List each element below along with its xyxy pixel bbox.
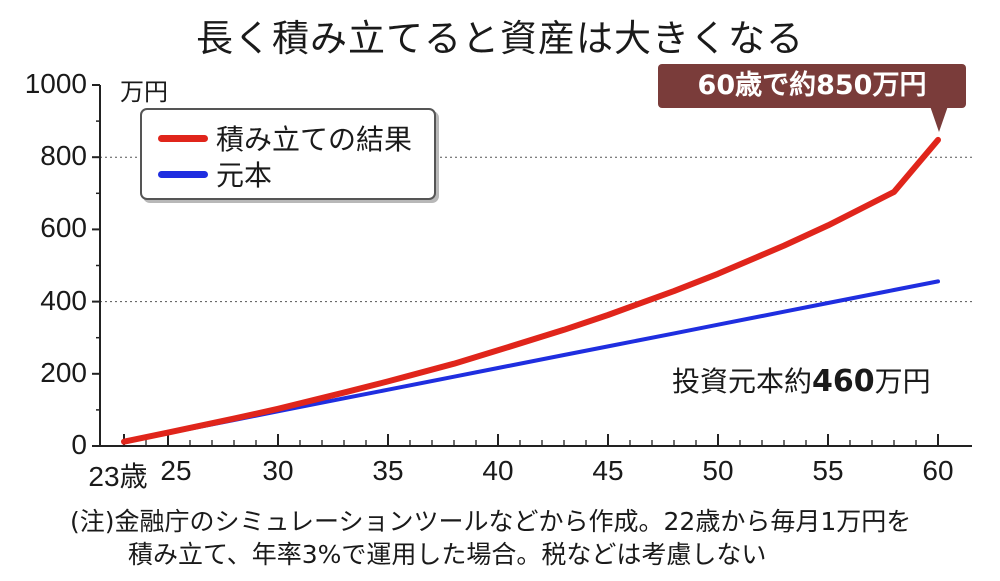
series-line-0	[121, 136, 941, 445]
legend-item-result: 積み立ての結果	[158, 118, 412, 158]
principal-suffix: 万円	[874, 365, 931, 398]
callout-final-value: 60歳で約850万円	[658, 64, 966, 108]
x-tick-label-0: 23歳	[88, 461, 148, 492]
y-tick-label-1000: 1000	[24, 68, 87, 99]
footnote-line-1: (注)金融庁のシミュレーションツールなどから作成。22歳から毎月1万円を	[70, 507, 912, 536]
principal-value: 460	[812, 364, 875, 399]
x-tick-label-2: 30	[262, 455, 294, 486]
series-lines	[121, 136, 941, 445]
footnote-line-2: 積み立て、年率3%で運用した場合。税などは考慮しない	[128, 540, 767, 569]
y-tick-label-400: 400	[40, 284, 87, 316]
y-tick-label-800: 800	[40, 140, 87, 172]
x-tick-label-8: 60	[922, 455, 954, 486]
x-tick-label-3: 35	[372, 455, 404, 486]
legend-label-result: 積み立ての結果	[216, 123, 413, 156]
legend-label-principal: 元本	[216, 159, 273, 192]
x-tick-label-6: 50	[702, 455, 734, 486]
x-tick-label-1: 25	[160, 455, 192, 486]
legend-item-principal: 元本	[158, 154, 272, 194]
y-tick-label-200: 200	[40, 356, 87, 388]
legend-swatch-result	[158, 134, 208, 142]
legend: 積み立ての結果 元本	[140, 108, 436, 200]
x-tick-label-4: 40	[482, 455, 514, 486]
y-tick-label-0: 0	[71, 429, 87, 460]
principal-prefix: 投資元本約	[672, 365, 813, 398]
y-tick-label-600: 600	[40, 212, 87, 244]
footnote: (注)金融庁のシミュレーションツールなどから作成。22歳から毎月1万円を 積み立…	[70, 505, 911, 571]
x-tick-label-5: 45	[592, 455, 624, 486]
y-unit-label: 万円	[120, 78, 168, 106]
principal-annotation: 投資元本約460万円	[672, 360, 931, 400]
axes	[92, 84, 972, 447]
callout-pointer	[930, 106, 948, 132]
chart-title: 長く積み立てると資産は大きくなる	[196, 17, 804, 60]
legend-swatch-principal	[158, 170, 208, 178]
x-tick-label-7: 55	[812, 455, 844, 486]
